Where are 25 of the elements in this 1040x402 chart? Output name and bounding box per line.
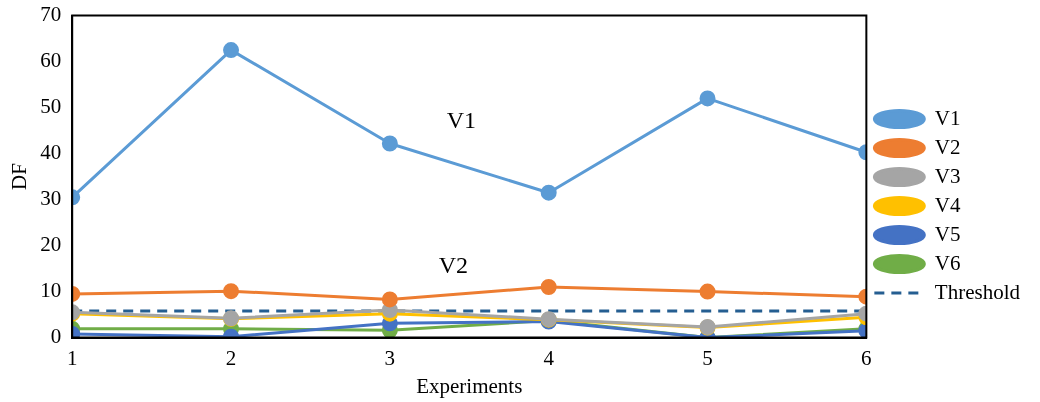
legend-label: V2 <box>934 134 961 159</box>
y-tick-label: 40 <box>40 140 62 165</box>
annotation: V2 <box>438 252 469 279</box>
x-axis-title: Experiments <box>416 373 523 398</box>
legend-label: V3 <box>934 163 961 188</box>
x-tick-label: 6 <box>861 345 872 370</box>
y-tick-label: 30 <box>40 186 62 211</box>
y-tick-label: 50 <box>40 94 62 119</box>
x-tick-label: 3 <box>384 345 396 370</box>
y-tick-label: 60 <box>40 48 62 73</box>
legend-label: Threshold <box>934 279 1021 304</box>
legend-label: V1 <box>934 105 961 130</box>
y-tick-label: 10 <box>40 278 62 303</box>
annotation: V1 <box>446 107 477 134</box>
y-tick-label: 0 <box>50 324 62 349</box>
y-tick-label: 20 <box>40 232 62 257</box>
x-tick-label: 1 <box>66 345 78 370</box>
x-tick-label: 2 <box>225 345 237 370</box>
legend-label: V4 <box>934 192 962 217</box>
legend-label: V5 <box>934 221 961 246</box>
y-tick-label: 70 <box>40 2 62 27</box>
legend-label: V6 <box>934 250 961 275</box>
y-axis-title: DF <box>7 163 32 191</box>
x-tick-label: 5 <box>702 345 713 370</box>
x-tick-label: 4 <box>543 345 555 370</box>
